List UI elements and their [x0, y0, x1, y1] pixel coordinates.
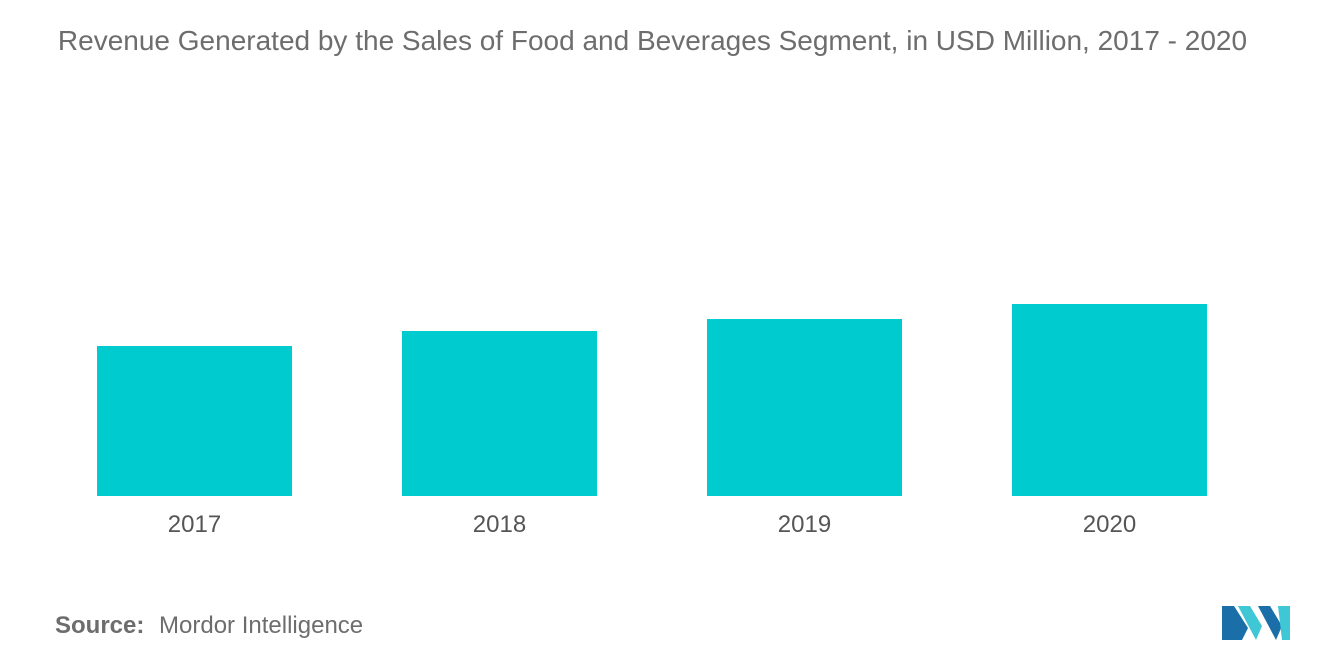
- x-tick-label-2018: 2018: [473, 511, 526, 538]
- logo-shape-right-a: [1258, 606, 1282, 640]
- source-line: Source: Mordor Intelligence: [55, 612, 363, 640]
- logo-shape-mid: [1238, 606, 1262, 640]
- bar-chart: 2017 2018 2019 2020: [97, 304, 1207, 538]
- chart-title: Revenue Generated by the Sales of Food a…: [57, 25, 1248, 56]
- x-tick-label-2017: 2017: [168, 511, 221, 538]
- source-value: Mordor Intelligence: [159, 612, 364, 639]
- mordor-intelligence-logo-icon: [1222, 606, 1290, 640]
- bar-2019: [707, 319, 902, 496]
- logo-shape-right-b: [1278, 606, 1290, 640]
- x-axis-tick-labels: 2017 2018 2019 2020: [168, 511, 1136, 538]
- bar-2017: [97, 346, 292, 496]
- logo-shape-left: [1222, 606, 1248, 640]
- bar-group: [97, 304, 1207, 496]
- bar-2018: [402, 331, 597, 496]
- x-tick-label-2020: 2020: [1083, 511, 1136, 538]
- bar-2020: [1012, 304, 1207, 496]
- x-tick-label-2019: 2019: [778, 511, 831, 538]
- source-label: Source:: [55, 612, 145, 639]
